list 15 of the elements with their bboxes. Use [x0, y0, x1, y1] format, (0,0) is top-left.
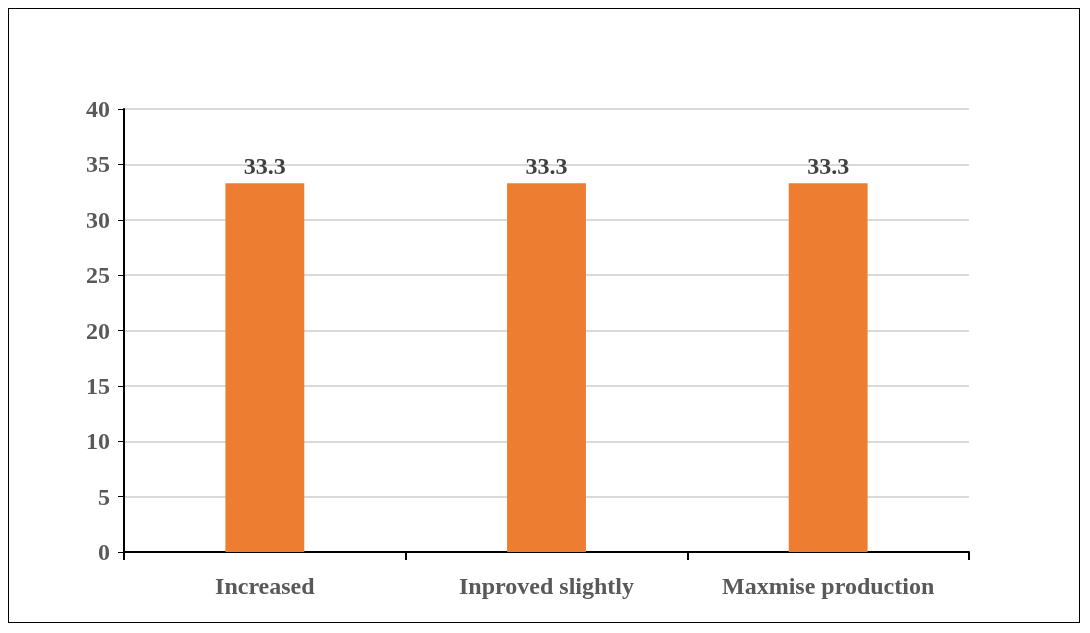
data-label: 33.3	[243, 153, 286, 180]
y-tick-label: 10	[86, 428, 110, 455]
y-tick-label: 35	[86, 151, 110, 178]
data-label: 33.3	[807, 153, 850, 180]
data-label: 33.3	[525, 153, 568, 180]
y-tick-label: 40	[86, 96, 110, 122]
x-tick-label: Maxmise production	[722, 573, 935, 599]
y-tick-label: 15	[86, 372, 110, 399]
x-tick-label: Increased	[215, 573, 316, 599]
y-tick-label: 25	[86, 262, 110, 289]
x-tick-label: Inproved slightly	[459, 573, 634, 599]
y-tick-label: 30	[86, 206, 110, 233]
y-tick-label: 5	[98, 483, 110, 510]
y-tick-label: 20	[86, 317, 110, 344]
y-tick-label: 0	[98, 539, 110, 565]
